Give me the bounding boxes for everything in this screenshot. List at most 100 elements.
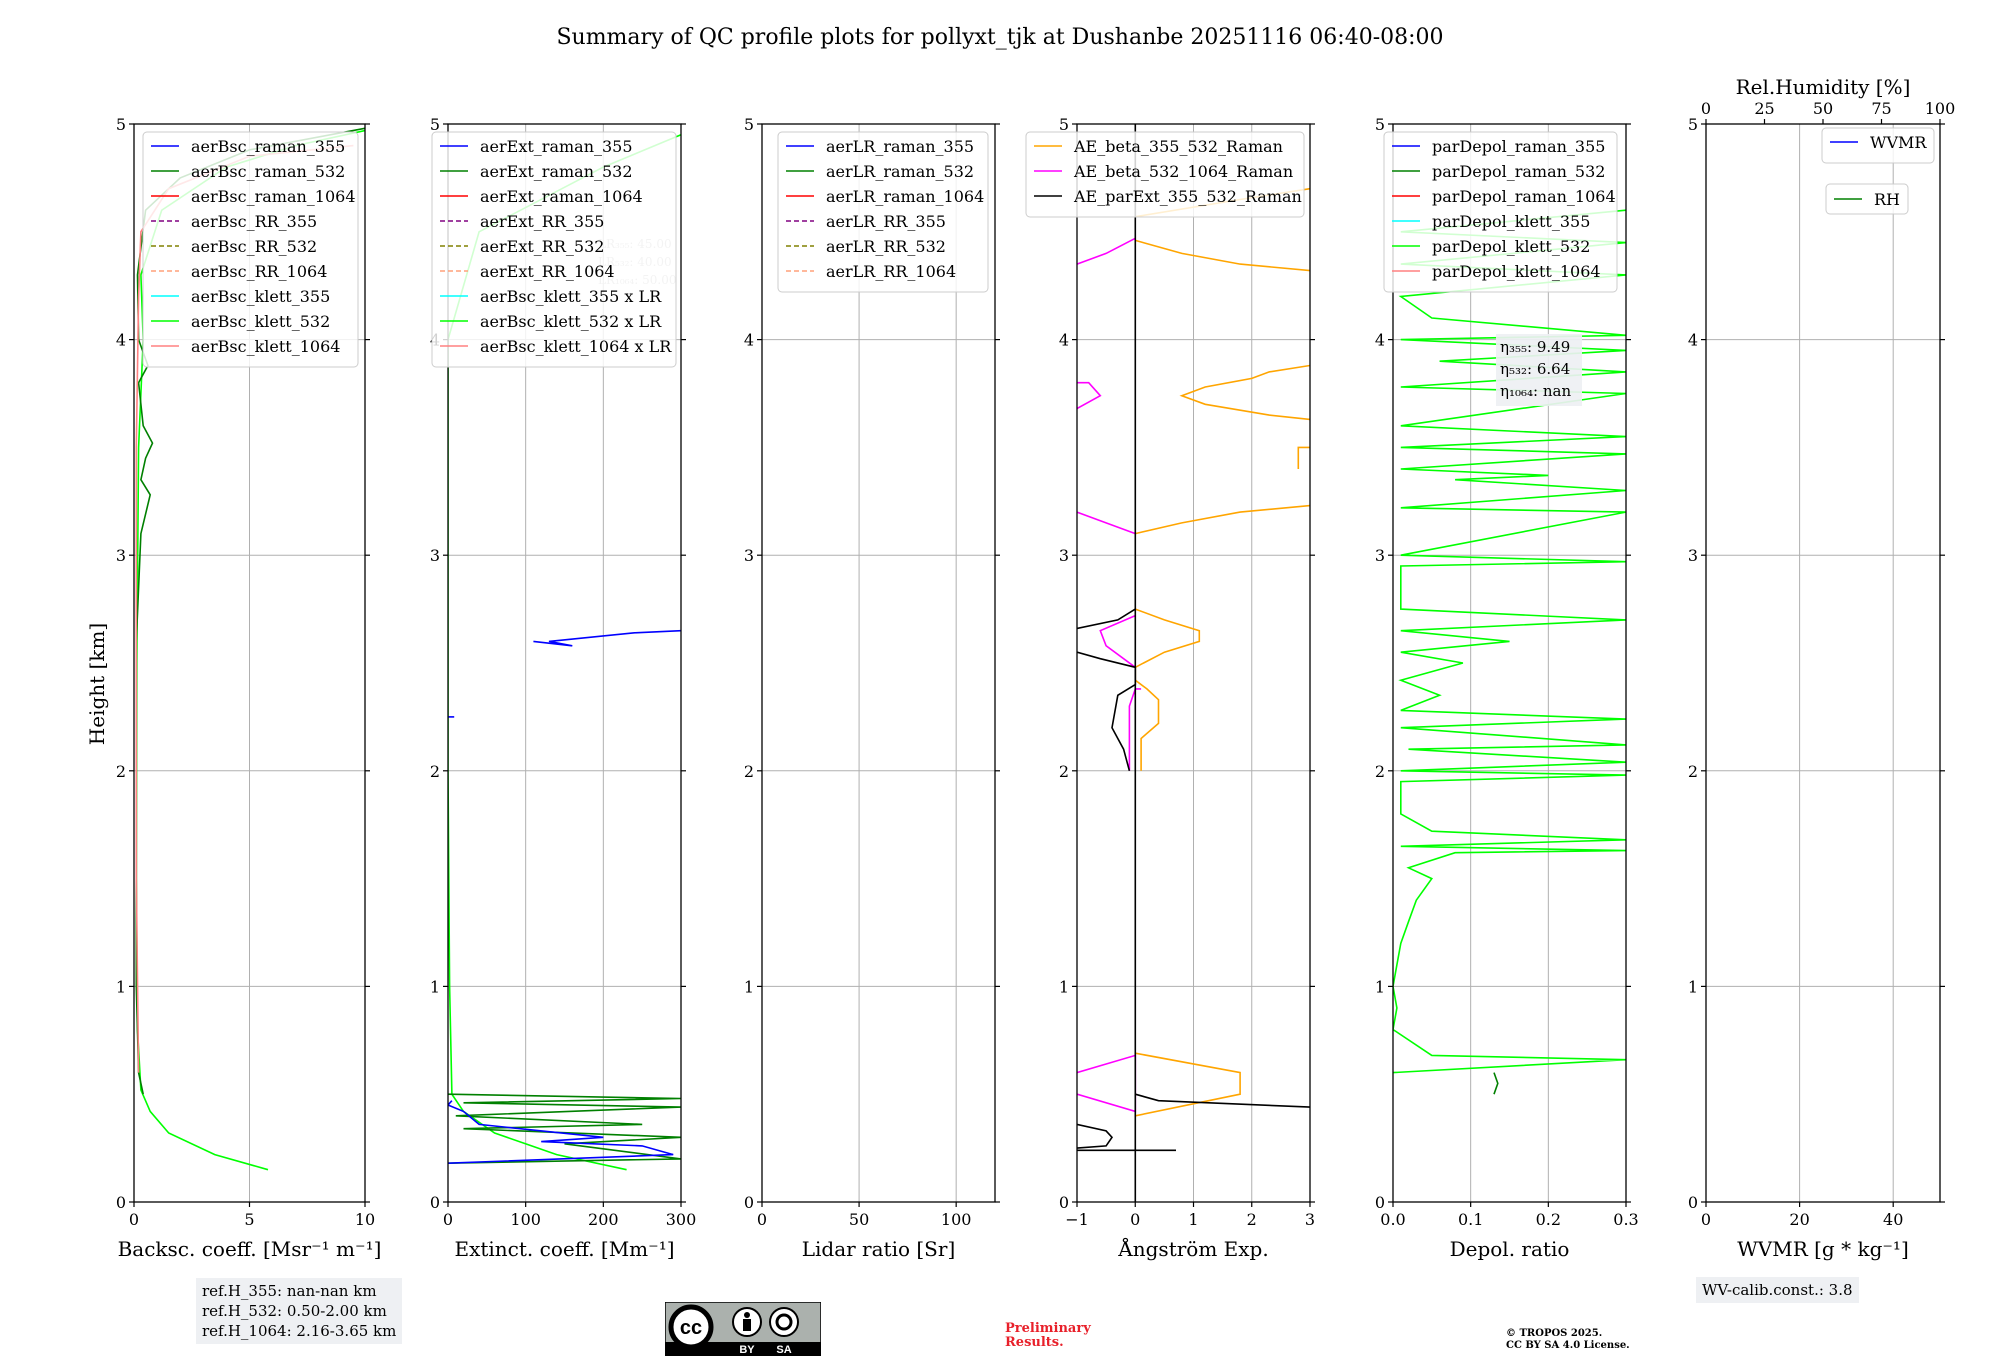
y-tick-label: 3 [1375, 546, 1385, 565]
preliminary-line-2: Results. [1005, 1335, 1064, 1350]
panel-depol: 0.0 0.1 0.2 0.3 0 1 2 3 4 5 Depol. ratio parDepol_r… [1375, 115, 1639, 1261]
x-tick-label: 0.0 [1380, 1210, 1405, 1229]
preliminary-notice: Preliminary Results. [1005, 1322, 1091, 1350]
top-x-tick-label: 100 [1925, 99, 1956, 118]
y-tick-label: 0 [430, 1193, 440, 1212]
series-group [1077, 124, 1310, 1202]
y-tick-label: 1 [1688, 977, 1698, 996]
y-tick-label: 0 [1059, 1193, 1069, 1212]
y-tick-label: 5 [744, 115, 754, 134]
y-tick-label: 1 [1059, 977, 1069, 996]
x-tick-label: 0.1 [1458, 1210, 1483, 1229]
legend-box [1025, 131, 1305, 218]
y-tick-label: 1 [1375, 977, 1385, 996]
wv-calib-note: WV-calib.const.: 3.8 [1696, 1277, 1859, 1303]
ref-height-note: ref.H_355: nan-nan km ref.H_532: 0.50-2.… [196, 1278, 403, 1344]
series-line [533, 629, 681, 647]
copyright-line-2: CC BY SA 4.0 License. [1506, 1340, 1630, 1351]
series-line [1077, 1123, 1114, 1149]
series-line [1135, 504, 1310, 535]
y-tick-label: 1 [744, 977, 754, 996]
series-line [1134, 608, 1201, 771]
legend-label: aerLR_raman_532 [826, 162, 974, 181]
legend-label: aerBsc_RR_532 [191, 237, 317, 256]
legend-label: aerLR_RR_355 [826, 212, 946, 231]
y-tick-label: 4 [1375, 331, 1385, 350]
x-tick-label: −1 [1065, 1210, 1089, 1229]
series-line [1135, 239, 1310, 272]
legend: parDepol_raman_355 parDepol_raman_532 parD… [1383, 131, 1618, 293]
y-tick-label: 3 [744, 546, 754, 565]
x-tick-label: 3 [1305, 1210, 1315, 1229]
legend-label: aerExt_raman_355 [480, 137, 633, 156]
y-tick-label: 0 [116, 1193, 126, 1212]
x-tick-label: 0 [129, 1210, 139, 1229]
y-tick-label: 2 [1059, 762, 1069, 781]
x-tick-label: 1 [1188, 1210, 1198, 1229]
top-x-tick-label: 75 [1871, 99, 1891, 118]
x-tick-label: 200 [588, 1210, 619, 1229]
x-axis-label: Ångström Exp. [1117, 1236, 1268, 1261]
legend-label: aerLR_RR_1064 [826, 262, 956, 281]
y-tick-label: 2 [116, 762, 126, 781]
series-line [1135, 1093, 1310, 1108]
legend-label: parDepol_raman_355 [1432, 137, 1605, 156]
series-group [1393, 209, 1626, 1095]
x-tick-label: 40 [1883, 1210, 1903, 1229]
x-tick-label: 100 [510, 1210, 541, 1229]
legend-label: WVMR [1870, 133, 1927, 152]
y-tick-label: 1 [116, 977, 126, 996]
y-tick-label: 3 [430, 546, 440, 565]
series-line [1077, 237, 1136, 265]
top-x-tick-label: 0 [1701, 99, 1711, 118]
cc-license-icon: cc BY SA [665, 1302, 821, 1356]
legend: aerBsc_raman_355 aerBsc_raman_532 aerBsc_r… [142, 131, 359, 368]
axes-frame [447, 123, 682, 1203]
ref-h-1064: ref.H_1064: 2.16-3.65 km [202, 1322, 397, 1340]
y-tick-label: 1 [430, 977, 440, 996]
series-line [448, 1100, 674, 1164]
y-tick-label: 3 [116, 546, 126, 565]
figure-title: Summary of QC profile plots for pollyxt_… [556, 25, 1443, 50]
panel-bsc: 0 5 10 0 1 2 3 4 5 Backsc. coeff. [Msr⁻¹ m⁻¹] aerB… [116, 115, 382, 1261]
legend: aerExt_raman_355 aerExt_raman_532 aerExt_r… [431, 131, 677, 368]
legend-box [142, 131, 359, 368]
legend-label: aerBsc_klett_355 [191, 287, 330, 306]
legend-label: aerBsc_klett_532 x LR [480, 312, 662, 331]
by-text: BY [739, 1344, 755, 1356]
legend-label: aerExt_raman_532 [480, 162, 633, 181]
y-tick-label: 5 [1688, 115, 1698, 134]
copyright-notice: © TROPOS 2025. CC BY SA 4.0 License. [1506, 1328, 1630, 1352]
x-tick-label: 2 [1247, 1210, 1257, 1229]
y-tick-label: 5 [1059, 115, 1069, 134]
legend-label: aerLR_raman_1064 [826, 187, 984, 206]
series-line [448, 1093, 681, 1164]
x-axis-label: WVMR [g * kg⁻¹] [1737, 1237, 1909, 1261]
legend-box [1821, 127, 1935, 164]
legend-label: aerBsc_RR_355 [191, 212, 317, 231]
series-line [1493, 1072, 1499, 1095]
x-tick-label: 20 [1789, 1210, 1809, 1229]
eta-annotation: η₃₅₅: 9.49 η₅₃₂: 6.64 η₁₀₆₄: nan [1496, 334, 1582, 406]
legend-box [777, 131, 989, 293]
series-line [1077, 608, 1136, 630]
y-tick-label: 4 [116, 331, 126, 350]
x-tick-label: 0.2 [1536, 1210, 1561, 1229]
series-line [1297, 446, 1310, 469]
series-line [1077, 651, 1137, 772]
series-line [1135, 1052, 1241, 1117]
axes-frame [1705, 123, 1941, 1203]
cc-text: cc [680, 1317, 702, 1339]
preliminary-line-1: Preliminary [1005, 1321, 1091, 1336]
legend-label: aerExt_RR_355 [480, 212, 604, 231]
y-tick-label: 3 [1059, 546, 1069, 565]
panel-wv: 0 20 40 0 1 2 3 4 5 WVMR [g * kg⁻¹] 0 25 50 75 100 Rel.… [1688, 75, 1955, 1261]
y-tick-label: 5 [1375, 115, 1385, 134]
y-tick-label: 4 [1688, 331, 1698, 350]
x-tick-label: 5 [244, 1210, 254, 1229]
legend-label: aerExt_RR_1064 [480, 262, 615, 281]
series-line [1393, 209, 1626, 1074]
